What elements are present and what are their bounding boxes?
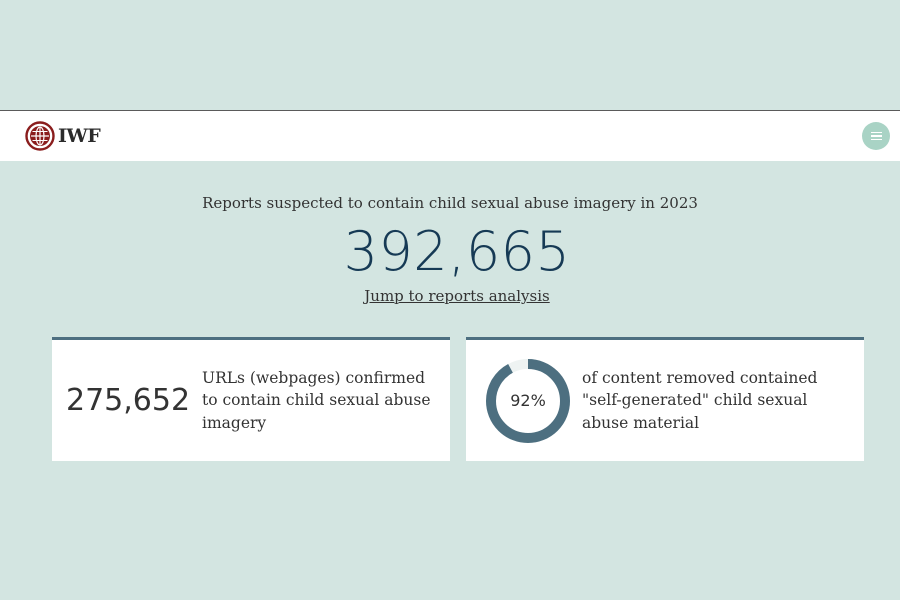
urls-stat-card: 275,652 URLs (webpages) confirmed to con… <box>52 337 450 461</box>
self-generated-stat-card: 92% of content removed contained "self-g… <box>466 337 864 461</box>
hamburger-line <box>870 135 882 137</box>
percent-donut-chart: 92% <box>484 357 572 445</box>
donut-percent-label: 92% <box>510 391 546 410</box>
menu-button[interactable] <box>862 122 890 150</box>
donut-ring-icon <box>486 358 570 443</box>
logo-wordmark: IWF <box>58 125 101 147</box>
site-header: IWF <box>0 110 900 161</box>
reports-headline: Reports suspected to contain child sexua… <box>202 194 698 212</box>
self-generated-description: of content removed contained "self-gener… <box>582 368 818 432</box>
donut-progress-arc <box>486 358 570 443</box>
urls-count: 275,652 <box>66 383 191 418</box>
hamburger-menu-icon <box>870 131 882 134</box>
globe-logo-icon <box>25 121 55 151</box>
iwf-logo[interactable]: IWF <box>25 121 101 151</box>
hamburger-line <box>870 138 882 141</box>
jump-to-analysis-link[interactable]: Jump to reports analysis <box>364 287 550 305</box>
total-reports-number: 392,665 <box>343 220 571 283</box>
urls-description: URLs (webpages) confirmed to contain chi… <box>202 368 431 432</box>
